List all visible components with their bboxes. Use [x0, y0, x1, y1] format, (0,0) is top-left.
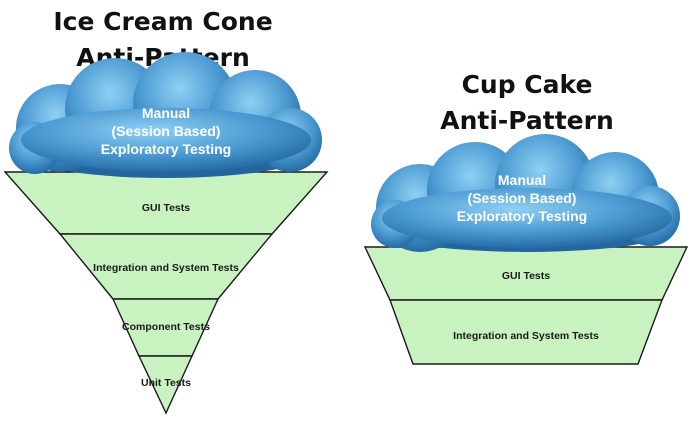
cone-layer-unit — [137, 355, 194, 415]
cupcake-cloud-line2: (Session Based) — [468, 190, 577, 206]
cone-title-line1: Ice Cream Cone — [53, 7, 272, 36]
cupcake-layer-integration — [389, 299, 664, 365]
cone-cloud-line2: (Session Based) — [112, 123, 221, 139]
cone-layer-integration-label: Integration and System Tests — [93, 262, 239, 274]
ice-cream-cone-group: Ice Cream Cone Anti-Pattern GUI Tests In… — [3, 7, 329, 415]
cone-cloud — [9, 52, 322, 178]
cupcake-cloud-line1: Manual — [498, 172, 546, 188]
cone-layer-unit-label: Unit Tests — [141, 377, 191, 389]
cupcake-title-line2: Anti-Pattern — [440, 106, 614, 135]
cupcake-layer-integration-label: Integration and System Tests — [453, 330, 599, 342]
cupcake-title-line1: Cup Cake — [462, 70, 593, 99]
cupcake-layer-gui-label: GUI Tests — [502, 270, 550, 282]
cone-cloud-line3: Exploratory Testing — [101, 141, 231, 157]
cone-layer-gui-label: GUI Tests — [142, 202, 190, 214]
cupcake-cloud-line3: Exploratory Testing — [457, 208, 587, 224]
cup-cake-group: Cup Cake Anti-Pattern GUI Tests Integrat… — [363, 70, 689, 365]
cone-layer-component-label: Component Tests — [122, 321, 210, 333]
cone-cloud-line1: Manual — [142, 105, 190, 121]
cupcake-cloud — [371, 134, 680, 252]
